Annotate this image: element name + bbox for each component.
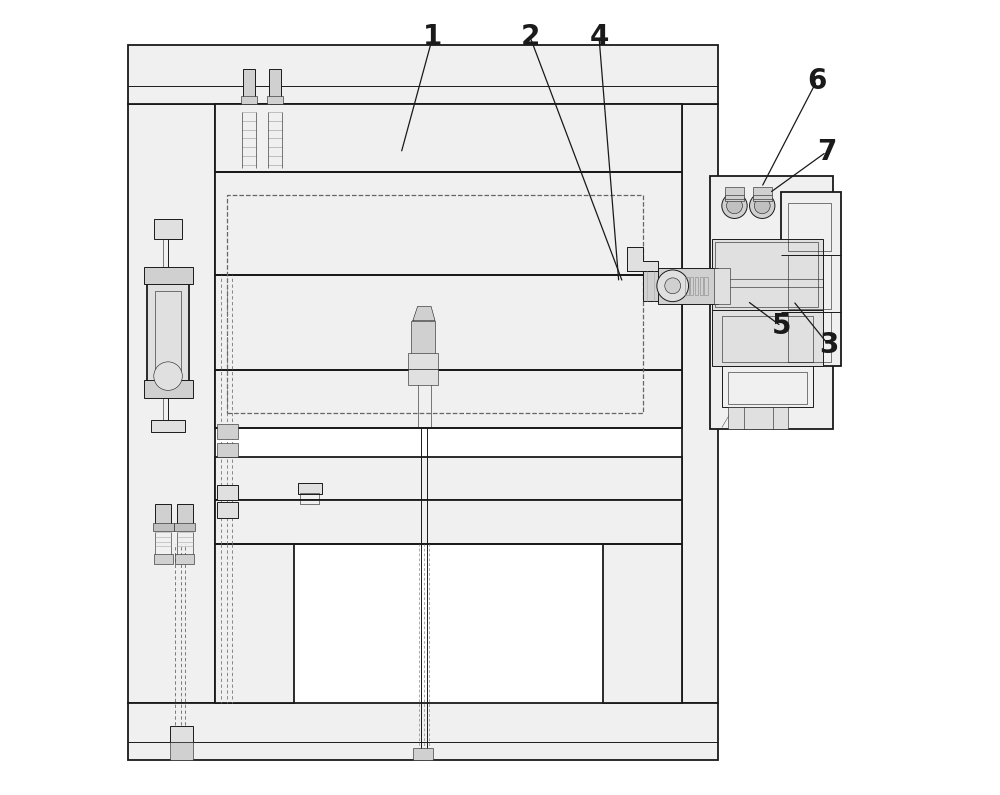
Bar <box>298 483 322 494</box>
Bar <box>411 320 435 354</box>
Bar <box>700 277 703 294</box>
Bar <box>217 502 238 518</box>
Bar <box>215 544 294 704</box>
Bar <box>728 407 788 429</box>
Bar <box>695 277 698 294</box>
Bar <box>217 443 238 457</box>
Bar <box>128 104 215 704</box>
Bar <box>174 522 195 530</box>
Bar <box>177 505 193 524</box>
Circle shape <box>657 270 689 301</box>
Bar <box>704 277 708 294</box>
Bar <box>241 96 257 104</box>
Bar <box>269 68 281 104</box>
Bar <box>215 457 682 501</box>
Circle shape <box>727 198 742 214</box>
Text: 5: 5 <box>771 312 791 340</box>
Bar <box>154 219 182 239</box>
Bar <box>781 192 841 366</box>
Bar <box>128 45 718 104</box>
Bar <box>725 187 744 201</box>
Bar <box>243 68 255 104</box>
Bar <box>658 268 718 304</box>
Bar <box>682 104 718 704</box>
Bar <box>175 554 194 564</box>
Bar <box>144 380 193 398</box>
Bar <box>413 747 433 760</box>
Bar <box>154 554 173 564</box>
Bar <box>714 268 730 304</box>
Bar <box>788 204 831 251</box>
Circle shape <box>722 193 747 219</box>
Bar <box>408 353 438 369</box>
Bar <box>603 544 682 704</box>
Bar <box>300 494 319 504</box>
Bar <box>144 267 193 284</box>
Bar <box>685 277 689 294</box>
Bar <box>217 425 238 439</box>
Bar <box>715 242 818 307</box>
Bar <box>170 727 193 742</box>
Text: 1: 1 <box>423 23 442 51</box>
Bar <box>722 316 813 362</box>
Bar <box>643 271 714 301</box>
Bar <box>722 366 813 407</box>
Bar <box>408 369 438 385</box>
Bar <box>710 176 833 429</box>
Bar <box>170 742 193 760</box>
Bar <box>215 370 682 428</box>
Bar <box>215 275 682 370</box>
Bar <box>728 372 807 404</box>
Text: 7: 7 <box>817 138 836 166</box>
Bar <box>128 704 718 760</box>
Bar <box>215 501 682 544</box>
Bar <box>753 187 772 201</box>
Text: 4: 4 <box>589 23 609 51</box>
Circle shape <box>154 362 182 390</box>
Bar <box>267 96 283 104</box>
Bar <box>155 290 181 372</box>
Bar <box>788 255 831 308</box>
Bar <box>215 172 682 275</box>
Bar <box>227 196 643 413</box>
Circle shape <box>754 198 770 214</box>
Bar <box>151 420 185 432</box>
Bar <box>217 485 238 501</box>
Text: 3: 3 <box>819 332 838 359</box>
Bar <box>147 275 189 388</box>
Polygon shape <box>627 247 658 271</box>
Bar <box>712 310 823 366</box>
Bar <box>690 277 693 294</box>
Bar <box>153 522 174 530</box>
Polygon shape <box>413 306 435 320</box>
Bar <box>712 239 823 310</box>
Circle shape <box>665 278 681 293</box>
Circle shape <box>750 193 775 219</box>
Bar <box>155 505 171 524</box>
Text: 6: 6 <box>807 67 827 95</box>
Bar <box>215 104 682 172</box>
Bar <box>788 312 831 362</box>
Text: 2: 2 <box>520 23 540 51</box>
